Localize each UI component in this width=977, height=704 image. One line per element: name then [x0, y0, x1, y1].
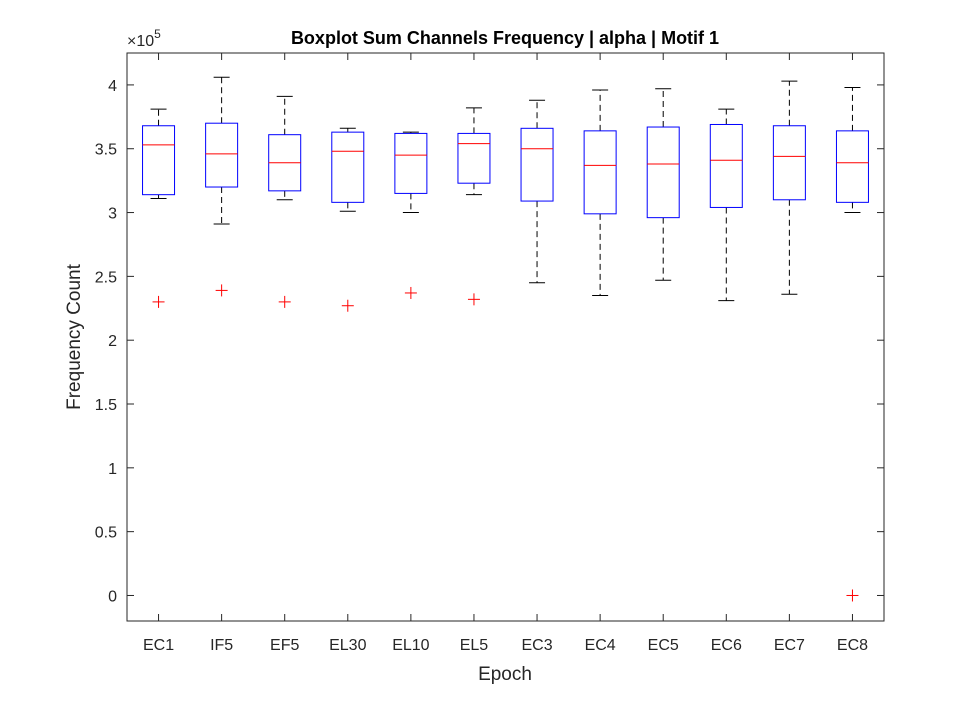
outlier-marker: [278, 295, 291, 308]
box-ec6: [709, 108, 743, 302]
y-tick-label: 3.5: [95, 142, 117, 159]
outlier-marker: [467, 293, 480, 306]
y-tick-label: 3: [108, 206, 117, 223]
x-tick-label: EC6: [711, 637, 742, 654]
box-iqr: [520, 127, 554, 202]
box-iqr: [331, 131, 365, 203]
x-tick-label: EC8: [837, 637, 868, 654]
y-axis-ticks: 0 0.5 1 1.5 2 2.5 3 3.5 4: [95, 78, 884, 605]
box-iqr: [394, 132, 428, 194]
y-axis-multiplier-base: ×10: [127, 33, 154, 50]
y-axis-multiplier-exponent: 5: [154, 27, 161, 41]
box-if5: [205, 76, 239, 297]
y-tick-label: 2: [108, 333, 117, 350]
box-ec5: [646, 88, 680, 281]
y-axis-title: Frequency Count: [64, 263, 85, 409]
box-ec3: [520, 99, 554, 284]
box-el30: [331, 127, 365, 312]
box-iqr: [457, 132, 491, 184]
y-tick-label: 1: [108, 461, 117, 478]
box-iqr: [709, 123, 743, 208]
x-tick-label: EL30: [329, 637, 366, 654]
box-iqr: [772, 125, 806, 201]
x-tick-label: EC5: [648, 637, 679, 654]
outlier-marker: [846, 589, 859, 602]
box-el10: [394, 131, 428, 299]
x-tick-label: EL10: [392, 637, 429, 654]
x-tick-label: EC1: [143, 637, 174, 654]
outlier-marker: [152, 295, 165, 308]
box-iqr: [835, 130, 869, 203]
x-tick-label: EC4: [585, 637, 616, 654]
x-tick-label: EC7: [774, 637, 805, 654]
x-tick-label: EL5: [460, 637, 489, 654]
outlier-marker: [341, 299, 354, 312]
plot-area: [126, 52, 885, 622]
x-tick-label: EF5: [270, 637, 299, 654]
y-axis-multiplier: ×105: [127, 27, 161, 50]
box-ef5: [268, 95, 302, 308]
y-tick-label: 1.5: [95, 397, 117, 414]
box-iqr: [646, 126, 680, 219]
y-tick-label: 0.5: [95, 525, 117, 542]
x-axis-ticks: EC1 IF5 EF5 EL30 EL10 EL5 EC3 EC4 EC5 EC6 EC7 EC8: [143, 53, 868, 654]
y-tick-label: 2.5: [95, 269, 117, 286]
box-el5: [457, 107, 491, 306]
y-tick-label: 4: [108, 78, 117, 95]
box-series: [142, 76, 869, 602]
box-iqr: [142, 125, 176, 196]
box-ec1: [142, 108, 176, 308]
y-tick-label: 0: [108, 588, 117, 605]
outlier-marker: [215, 284, 228, 297]
x-tick-label: IF5: [210, 637, 233, 654]
box-iqr: [205, 122, 239, 188]
box-iqr: [583, 130, 617, 215]
x-tick-label: EC3: [521, 637, 552, 654]
outlier-marker: [404, 286, 417, 299]
box-ec4: [583, 89, 617, 297]
box-ec8: [835, 86, 869, 602]
chart-title: Boxplot Sum Channels Frequency | alpha |…: [291, 28, 719, 48]
box-ec7: [772, 80, 806, 295]
x-axis-title: Epoch: [478, 664, 532, 685]
